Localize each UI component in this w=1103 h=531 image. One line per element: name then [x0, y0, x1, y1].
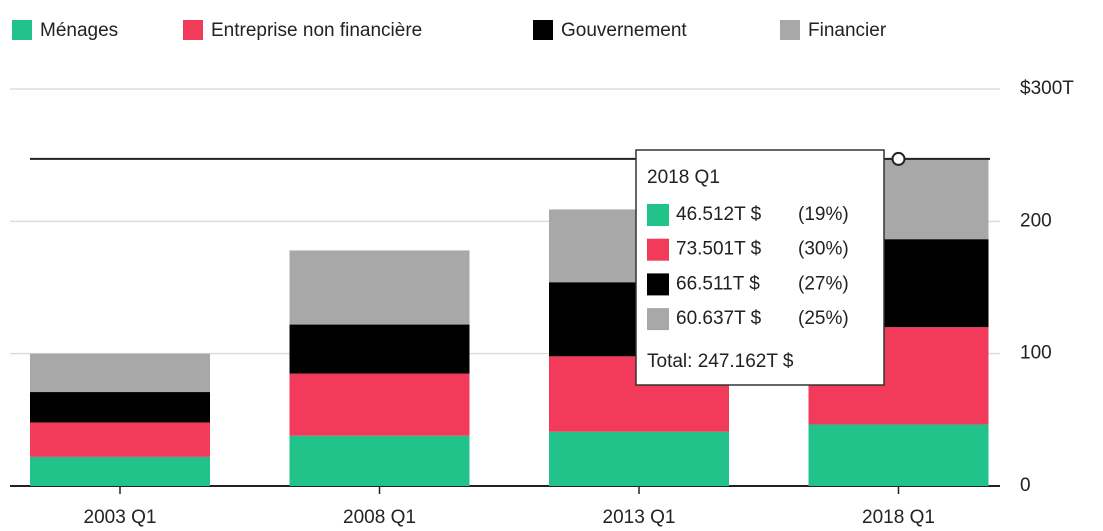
bar-segment [289, 250, 470, 325]
bar-segment [549, 431, 729, 486]
tooltip-swatch [647, 308, 669, 331]
legend-label: Financier [808, 20, 887, 41]
tooltip-value: 46.512T $ [676, 204, 762, 225]
tooltip-value: 66.511T $ [676, 273, 760, 294]
tooltip-share: (19%) [798, 204, 849, 225]
hover-point [891, 151, 906, 166]
legend-label: Entreprise non financière [211, 20, 422, 41]
y-tick-label: 100 [1020, 343, 1052, 364]
bar-segment [808, 424, 989, 486]
tooltip-swatch [647, 204, 669, 226]
y-tick-label: $300T [1020, 78, 1074, 99]
tooltip-share: (30%) [798, 239, 849, 260]
tooltip-swatch [647, 238, 669, 261]
x-tick-label: 2003 Q1 [84, 507, 157, 528]
tooltip-total: Total: 247.162T $ [647, 351, 794, 372]
bar-segment [289, 435, 470, 486]
x-tick-label: 2013 Q1 [603, 507, 676, 528]
bar-segment [30, 353, 210, 393]
legend-label: Gouvernement [561, 20, 687, 41]
bar-segment [289, 324, 470, 374]
x-tick-label: 2018 Q1 [862, 507, 935, 528]
x-tick-label: 2008 Q1 [343, 507, 416, 528]
legend-swatch [183, 20, 203, 40]
tooltip-share: (27%) [798, 273, 849, 294]
tooltip-value: 73.501T $ [676, 239, 762, 260]
tooltip-title: 2018 Q1 [647, 167, 720, 188]
tooltip-box [635, 149, 885, 386]
legend-swatch [12, 20, 32, 40]
bar-segment [30, 422, 210, 457]
legend-swatch [533, 20, 553, 40]
y-tick-label: 200 [1020, 210, 1052, 231]
legend-label: Ménages [40, 20, 118, 41]
y-tick-label: 0 [1020, 475, 1031, 496]
bar-segment [30, 392, 210, 423]
tooltip-share: (25%) [798, 308, 849, 329]
legend-swatch [780, 20, 800, 40]
bar-segment [30, 456, 210, 486]
bar-segment [289, 373, 470, 436]
tooltip-swatch [647, 273, 669, 296]
tooltip-value: 60.637T $ [676, 308, 762, 329]
